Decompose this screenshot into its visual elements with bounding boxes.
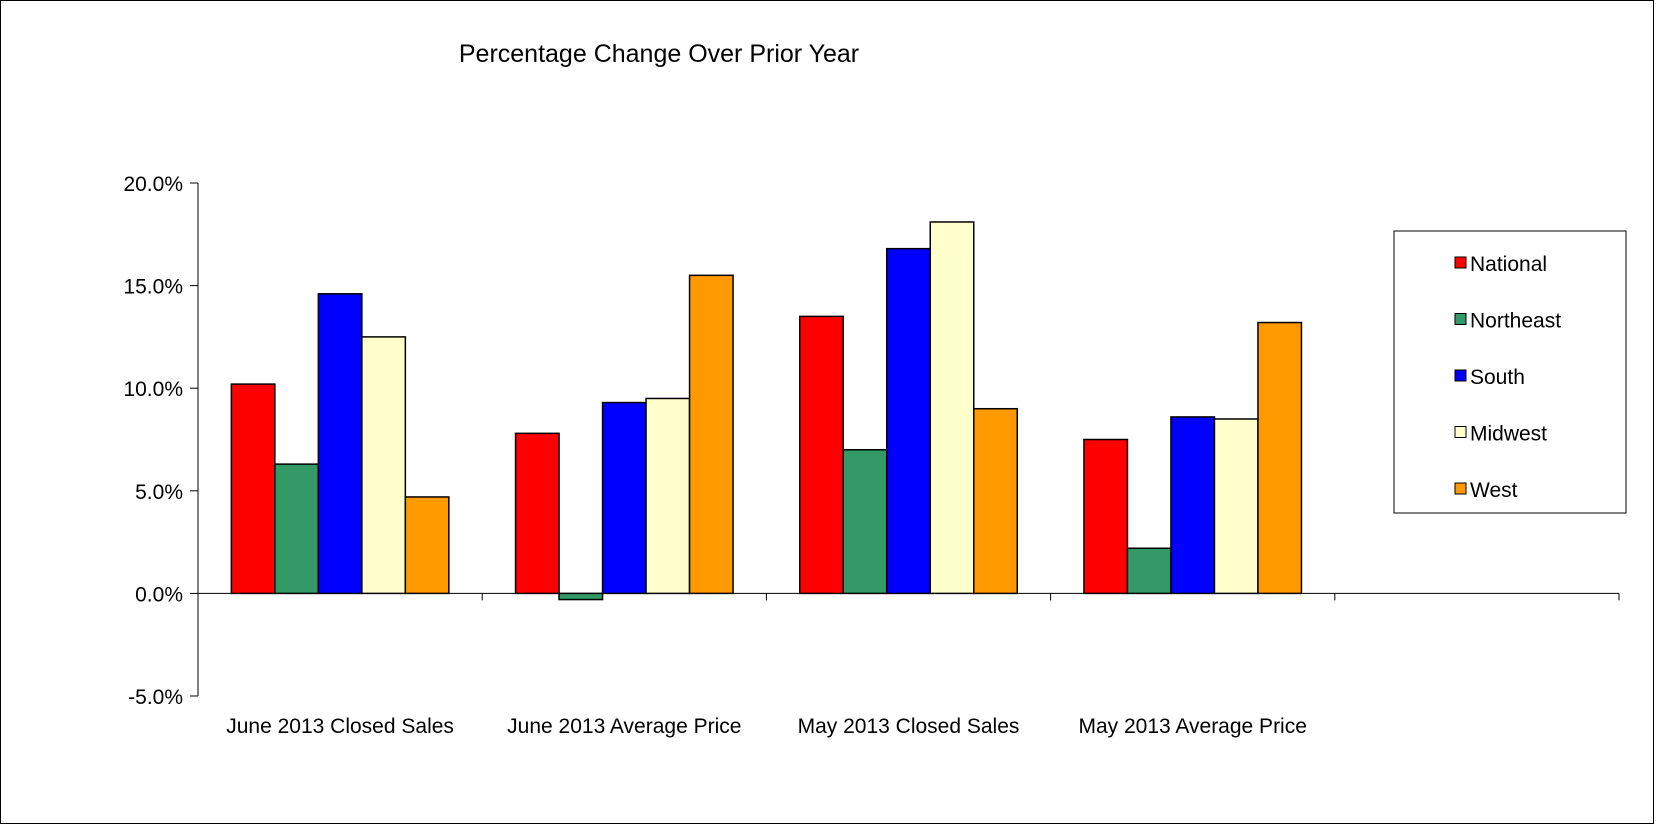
bar-national [1083, 438, 1129, 595]
bar-west [973, 407, 1018, 595]
bar-national [514, 432, 560, 595]
bar-northeast [558, 592, 604, 601]
y-tick-label: 5.0% [135, 481, 183, 504]
legend-label-northeast: Northeast [1470, 310, 1561, 333]
legend-swatch-midwest [1454, 426, 1467, 438]
bars [230, 221, 1303, 601]
y-tick-label: 0.0% [135, 583, 183, 606]
bar-midwest [929, 221, 975, 595]
bar-northeast [1126, 547, 1172, 595]
legend-swatch-national [1454, 256, 1467, 269]
bar-west [1257, 321, 1303, 595]
y-tick-label: 20.0% [123, 173, 183, 196]
bar-midwest [645, 397, 691, 595]
y-tick-label: -5.0% [128, 686, 183, 709]
legend-swatch-south [1454, 369, 1467, 382]
bar-midwest [361, 336, 407, 595]
legend-swatch-west [1454, 482, 1467, 495]
legend: National Northeast South Midwest West [1393, 230, 1627, 514]
legend-label-south: South [1470, 366, 1525, 389]
x-tick-label: June 2013 Average Price [507, 715, 741, 738]
bar-west [404, 496, 450, 595]
bar-northeast [842, 449, 888, 595]
bar-south [317, 293, 363, 595]
bar-west [688, 274, 734, 595]
bar-national [230, 383, 276, 595]
bar-northeast [274, 463, 320, 595]
x-tick-label: June 2013 Closed Sales [226, 715, 454, 738]
bar-midwest [1213, 418, 1259, 595]
legend-label-west: West [1470, 479, 1518, 502]
x-tick-label: May 2013 Average Price [1078, 715, 1306, 738]
bar-national [799, 315, 844, 595]
legend-box [1393, 230, 1627, 514]
chart-title: Percentage Change Over Prior Year [459, 40, 859, 68]
bar-south [601, 401, 647, 595]
legend-swatch-northeast [1454, 313, 1467, 325]
legend-label-national: National [1470, 253, 1547, 276]
legend-label-midwest: Midwest [1470, 423, 1547, 446]
bar-south [886, 247, 931, 595]
y-tick-label: 10.0% [123, 378, 183, 401]
bar-south [1170, 416, 1216, 595]
y-tick-label: 15.0% [123, 276, 183, 299]
x-tick-label: May 2013 Closed Sales [798, 715, 1020, 738]
